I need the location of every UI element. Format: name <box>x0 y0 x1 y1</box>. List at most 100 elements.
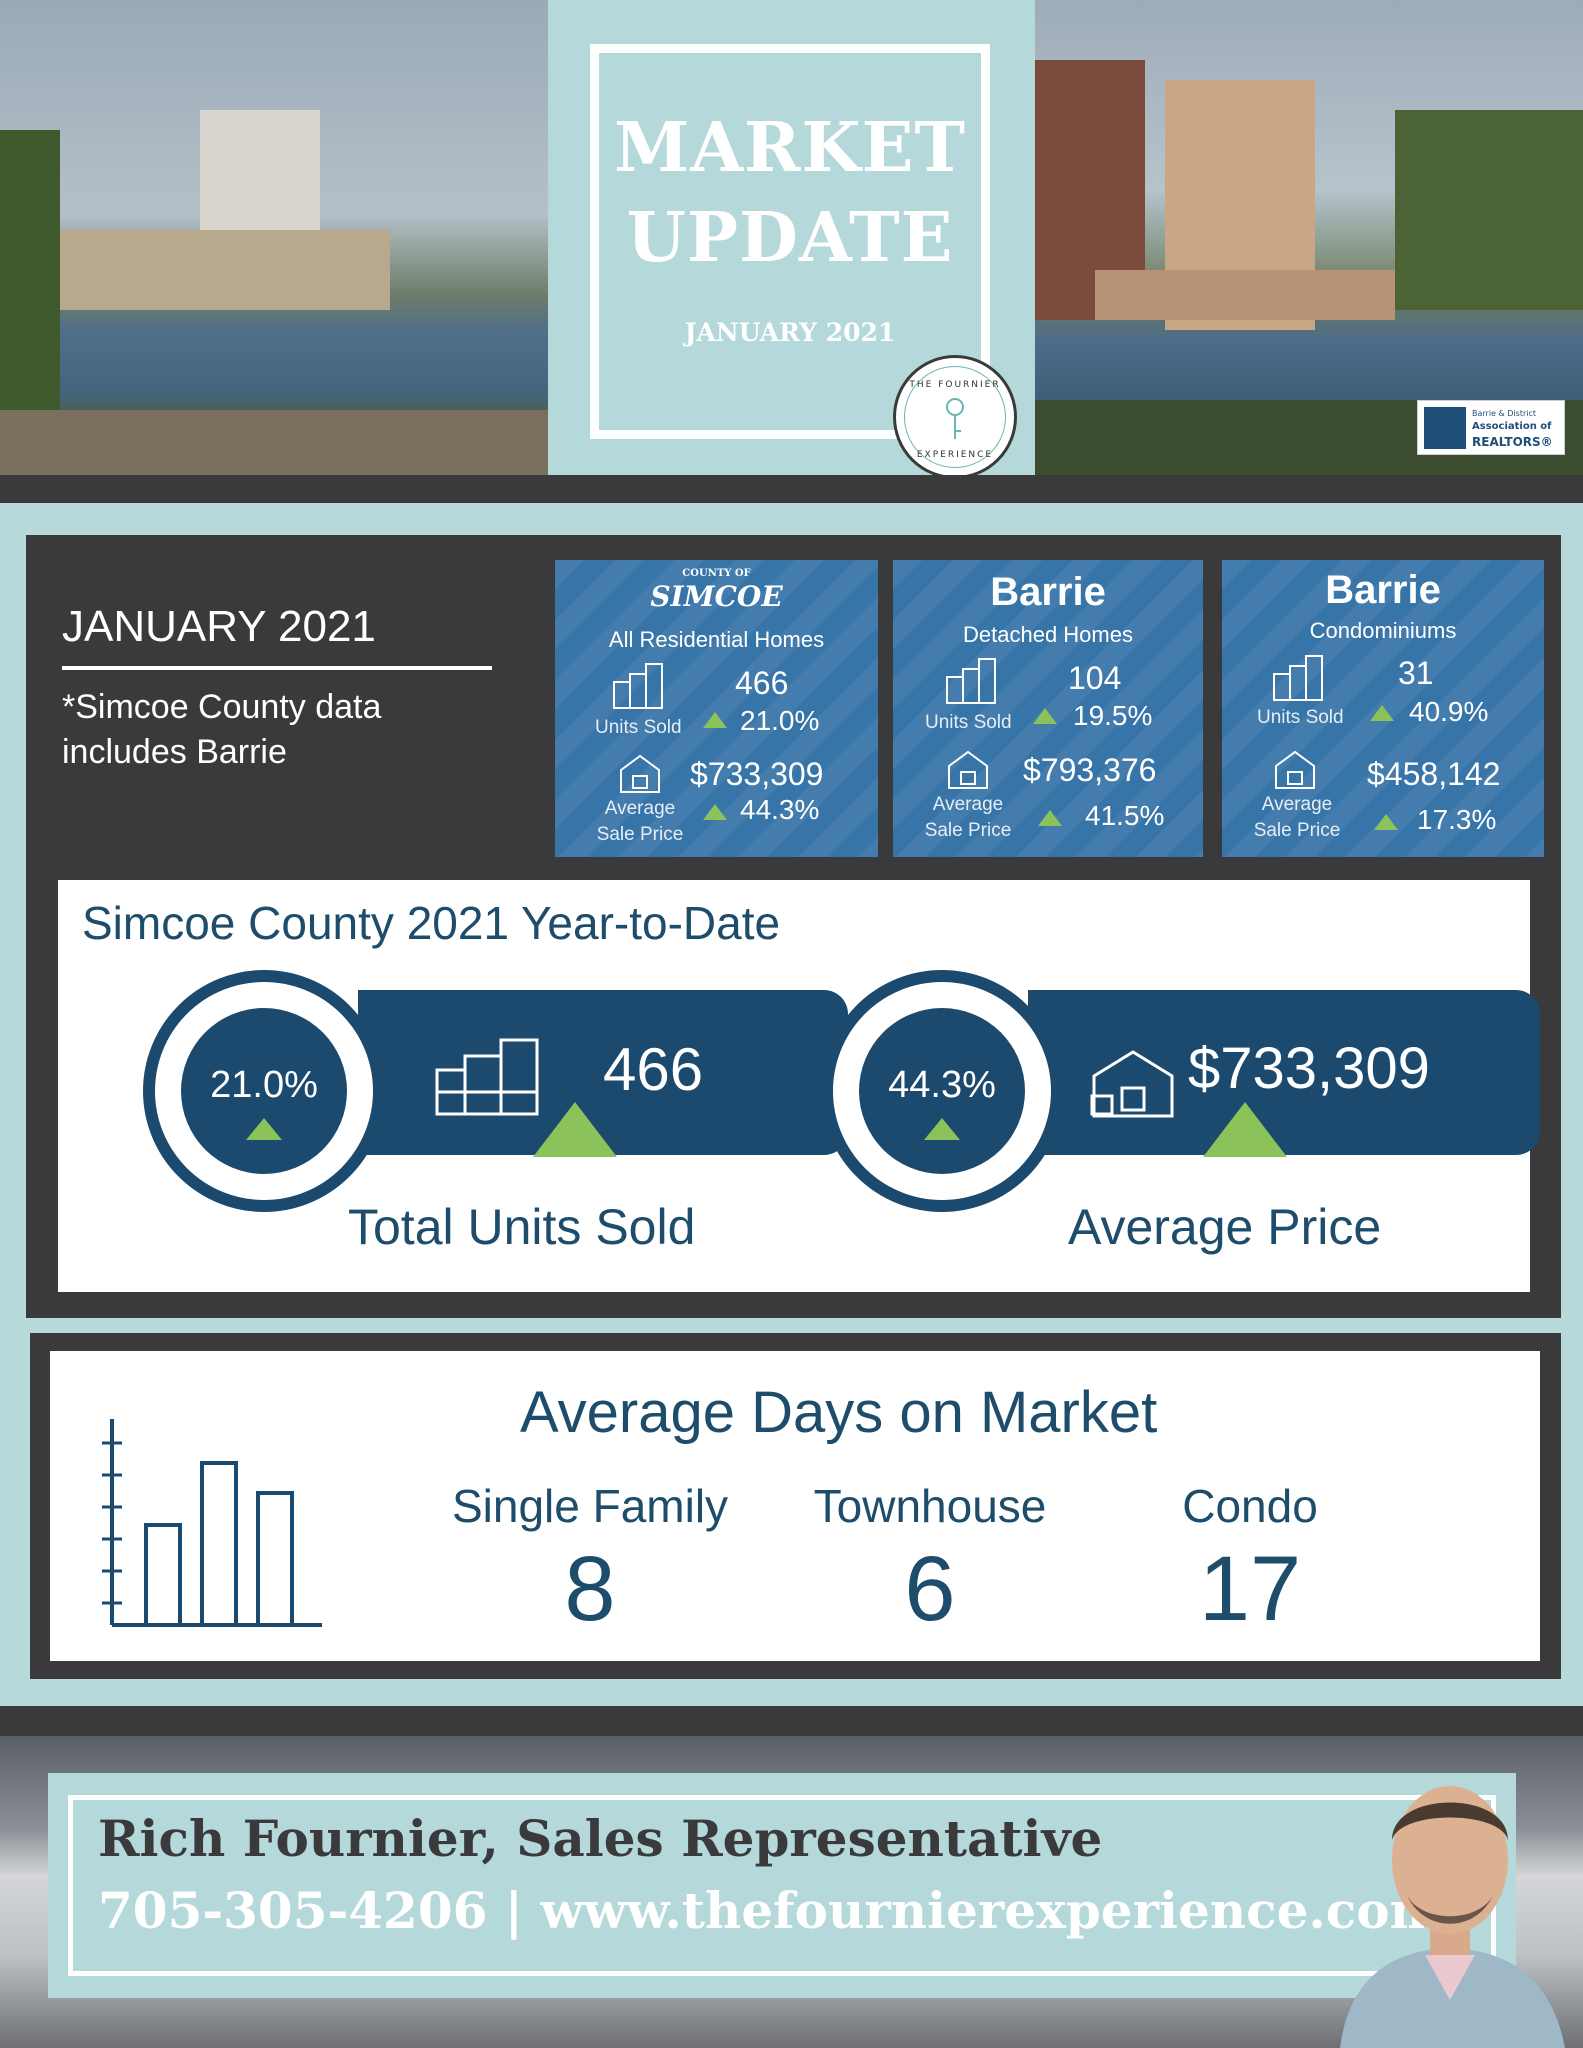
card-price-label-1: Average <box>932 794 1004 815</box>
logo-bottom-text: EXPERIENCE <box>916 450 994 460</box>
triangle-up-icon <box>1038 810 1062 826</box>
ytd-units-value: 466 <box>603 1036 704 1103</box>
triangle-up-icon <box>703 712 727 728</box>
card-price-label-2: Sale Price <box>924 820 1012 841</box>
triangle-up-icon <box>1203 1102 1287 1157</box>
card-barrie-condominiums: Barrie Condominiums 31 Units Sold 40.9% … <box>1222 560 1544 857</box>
units-buildings-icon <box>946 658 996 704</box>
card-price-label-1: Average <box>604 798 676 819</box>
units-pct-disc: 21.0% <box>181 1008 347 1174</box>
units-buildings-icon <box>435 1038 539 1116</box>
units-buildings-icon <box>1273 655 1323 701</box>
fournier-logo: THE FOURNIER EXPERIENCE <box>893 355 1017 479</box>
low-building <box>1095 270 1395 320</box>
card-price-value: $458,142 <box>1367 756 1501 792</box>
ytd-units-caption: Total Units Sold <box>348 1199 696 1255</box>
header-photo-left <box>0 0 548 475</box>
card-units-value: 104 <box>1068 660 1122 696</box>
card-units-value: 31 <box>1398 655 1434 691</box>
ytd-price-value: $733,309 <box>1188 1036 1430 1101</box>
card-price-value: $733,309 <box>690 756 824 792</box>
header-divider <box>0 475 1583 503</box>
header-photo-right: Barrie & District Association of REALTOR… <box>1035 0 1583 475</box>
house-sale-icon <box>620 754 660 793</box>
card-units-value: 466 <box>735 665 789 701</box>
price-pct-disc: 44.3% <box>859 1008 1025 1174</box>
dom-value: 6 <box>904 1538 956 1640</box>
triangle-up-icon <box>924 1118 960 1140</box>
card-category: All Residential Homes <box>608 627 825 652</box>
agent-portrait <box>1340 1786 1565 2048</box>
dom-label: Single Family <box>451 1480 729 1532</box>
house-sale-icon <box>948 750 988 789</box>
card-price-label-2: Sale Price <box>1253 820 1341 841</box>
tower-building <box>200 110 320 240</box>
card-category: Detached Homes <box>963 622 1133 647</box>
units-buildings-icon <box>613 663 663 709</box>
card-simcoe-all-residential: COUNTY OF SIMCOE All Residential Homes 4… <box>555 560 878 857</box>
card-price-label: Average Sale Price <box>918 792 1018 844</box>
units-pct-ring: 21.0% <box>143 970 385 1212</box>
card-brand: Barrie <box>1325 568 1441 612</box>
card-brand: SIMCOE <box>650 580 783 613</box>
triangle-up-icon <box>533 1102 617 1157</box>
card-price-label: Average Sale Price <box>595 796 685 848</box>
title-update: UPDATE <box>626 198 954 278</box>
triangle-up-icon <box>246 1118 282 1140</box>
realtor-line-1: Barrie & District <box>1472 409 1537 418</box>
realtors-association-logo: Barrie & District Association of REALTOR… <box>1417 400 1565 455</box>
tree <box>0 130 60 430</box>
triangle-up-icon <box>1370 705 1394 721</box>
summary-note-line-1: *Simcoe County data <box>62 688 382 726</box>
price-pill: $733,309 <box>1028 990 1540 1157</box>
card-price-value: $793,376 <box>1023 752 1157 788</box>
dom-label: Townhouse <box>813 1480 1047 1532</box>
dom-townhouse: Townhouse 6 <box>795 1479 1065 1642</box>
footer-divider <box>0 1706 1583 1736</box>
agent-contact[interactable]: 705-305-4206 | www.thefournierexperience… <box>98 1881 1443 1940</box>
ytd-price-caption: Average Price <box>1068 1199 1382 1255</box>
header-title-panel: MARKET UPDATE JANUARY 2021 THE FOURNIER … <box>548 0 1035 479</box>
summary-title: JANUARY 2021 <box>62 602 376 651</box>
triangle-up-icon <box>1033 708 1057 724</box>
dom-label: Condo <box>1182 1480 1318 1532</box>
card-price-pct: 41.5% <box>1085 800 1165 831</box>
dom-title: Average Days on Market <box>520 1380 1158 1445</box>
triangle-up-icon <box>1374 814 1398 830</box>
card-price-label-2: Sale Price <box>596 824 684 845</box>
summary-note-line-2: includes Barrie <box>62 733 287 771</box>
trees <box>1395 110 1583 310</box>
title-month: JANUARY 2021 <box>684 318 896 347</box>
summary-note: *Simcoe County data includes Barrie <box>62 685 381 775</box>
card-brand-small: COUNTY OF <box>682 568 751 579</box>
dom-single-family: Single Family 8 <box>445 1479 735 1642</box>
dom-value: 8 <box>564 1538 616 1640</box>
price-pct-ring: 44.3% <box>821 970 1063 1212</box>
ytd-price-pct: 44.3% <box>888 1064 996 1106</box>
logo-top-text: THE FOURNIER <box>909 380 1001 390</box>
card-brand: Barrie <box>990 570 1106 614</box>
realtor-line-2: Association of <box>1472 421 1552 432</box>
card-units-pct: 21.0% <box>740 705 820 736</box>
rocky-shore <box>0 410 548 475</box>
title-market: MARKET <box>613 108 967 188</box>
card-category: Condominiums <box>1309 618 1457 643</box>
waterfront-buildings <box>30 230 390 310</box>
house-sale-icon <box>1275 750 1315 789</box>
realtor-line-3: REALTORS® <box>1472 435 1553 449</box>
triangle-up-icon <box>703 804 727 820</box>
ytd-panel: Simcoe County 2021 Year-to-Date 466 21.0… <box>58 880 1540 1292</box>
dom-value: 17 <box>1198 1538 1302 1640</box>
days-on-market-card: Average Days on Market Single Family 8 T… <box>50 1351 1540 1661</box>
agent-name: Rich Fournier, Sales Representative <box>98 1809 1103 1868</box>
card-units-label: Units Sold <box>1257 707 1344 728</box>
house-sale-icon <box>1090 1050 1174 1118</box>
card-units-label: Units Sold <box>925 712 1012 733</box>
title-frame: MARKET UPDATE JANUARY 2021 <box>590 44 990 439</box>
logo-ring <box>904 366 1006 468</box>
bar-chart-icon <box>102 1419 322 1627</box>
summary-divider <box>62 666 492 670</box>
card-units-pct: 40.9% <box>1409 696 1489 727</box>
card-price-pct: 17.3% <box>1417 804 1497 835</box>
units-pill: 466 <box>358 990 848 1157</box>
